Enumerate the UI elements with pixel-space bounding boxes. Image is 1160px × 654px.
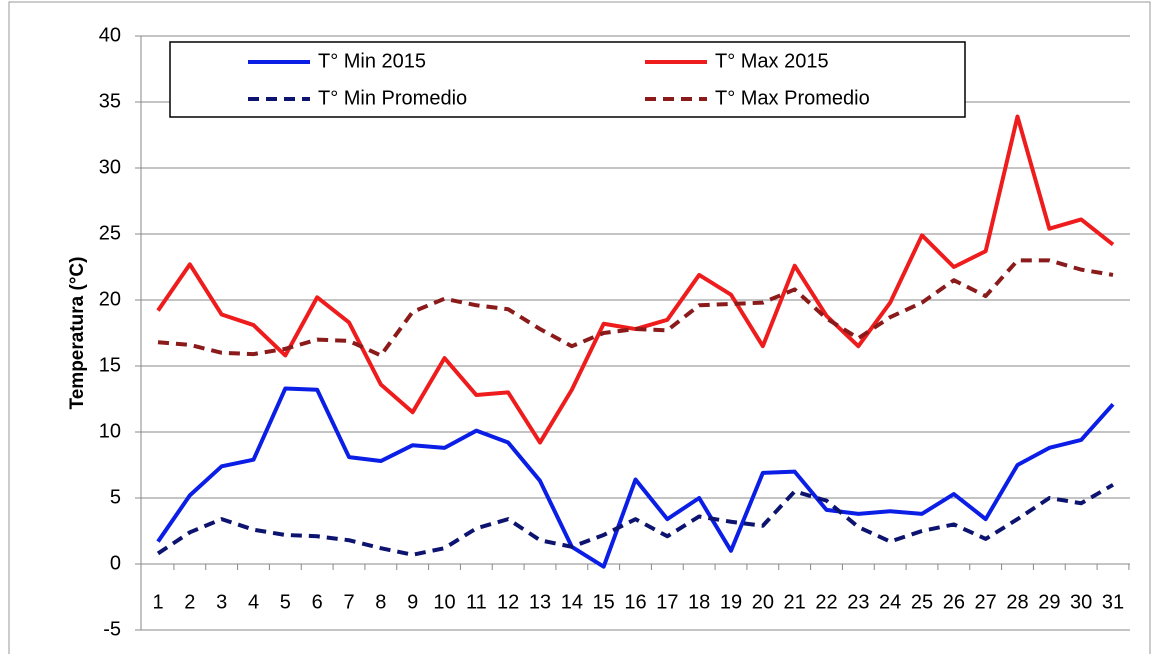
y-tick-label: 35 — [99, 90, 121, 112]
x-tick-label: 26 — [943, 591, 965, 613]
x-tick-label: 23 — [847, 591, 869, 613]
y-axis-label: Temperatura (°C) — [67, 257, 88, 410]
legend-box — [169, 41, 966, 118]
x-tick-label: 18 — [688, 591, 710, 613]
y-tick-label: 25 — [99, 222, 121, 244]
y-tick-label: 40 — [99, 24, 121, 46]
x-tick-label: 20 — [752, 591, 774, 613]
series-line — [156, 386, 1115, 569]
legend-label: T° Min 2015 — [318, 50, 426, 72]
x-tick-label: 9 — [407, 591, 418, 613]
x-tick-label: 29 — [1038, 591, 1060, 613]
y-tick-label: 20 — [99, 288, 121, 310]
legend-label: T° Min Promedio — [318, 87, 467, 109]
x-tick-label: 8 — [375, 591, 386, 613]
x-tick-label: 4 — [248, 591, 259, 613]
legend-label: T° Max Promedio — [715, 87, 870, 109]
frame — [8, 1, 1151, 654]
x-tick-label: 3 — [216, 591, 227, 613]
x-tick-label: 10 — [433, 591, 455, 613]
y-tick-label: 30 — [99, 156, 121, 178]
x-tick-label: 6 — [312, 591, 323, 613]
x-tick-label: 5 — [280, 591, 291, 613]
x-tick-label: 24 — [879, 591, 901, 613]
x-tick-label: 28 — [1006, 591, 1028, 613]
series-line — [156, 483, 1115, 557]
x-tick-label: 25 — [911, 591, 933, 613]
x-tick-label: 7 — [343, 591, 354, 613]
x-tick-label: 19 — [720, 591, 742, 613]
x-tick-label: 17 — [656, 591, 678, 613]
series-line — [156, 114, 1115, 445]
y-tick-label: 5 — [110, 486, 121, 508]
x-tick-label: 22 — [815, 591, 837, 613]
x-tick-label: 12 — [497, 591, 519, 613]
series-line — [157, 258, 1114, 358]
x-tick-label: 14 — [561, 591, 583, 613]
x-tick-label: 30 — [1070, 591, 1092, 613]
x-tick-label: 11 — [466, 591, 487, 613]
y-tick-label: 0 — [110, 552, 121, 574]
x-tick-label: 2 — [184, 591, 195, 613]
x-tick-label: 21 — [784, 591, 806, 613]
x-tick-label: 15 — [593, 591, 615, 613]
x-tick-label: 13 — [529, 591, 551, 613]
x-tick-label: 27 — [975, 591, 997, 613]
y-tick-label: 10 — [99, 420, 121, 442]
y-tick-label: -5 — [103, 618, 121, 640]
legend-label: T° Max 2015 — [715, 50, 829, 72]
x-tick-label: 16 — [624, 591, 646, 613]
y-tick-label: 15 — [99, 354, 121, 376]
x-tick-label: 1 — [152, 591, 163, 613]
x-tick-label: 31 — [1102, 591, 1124, 613]
